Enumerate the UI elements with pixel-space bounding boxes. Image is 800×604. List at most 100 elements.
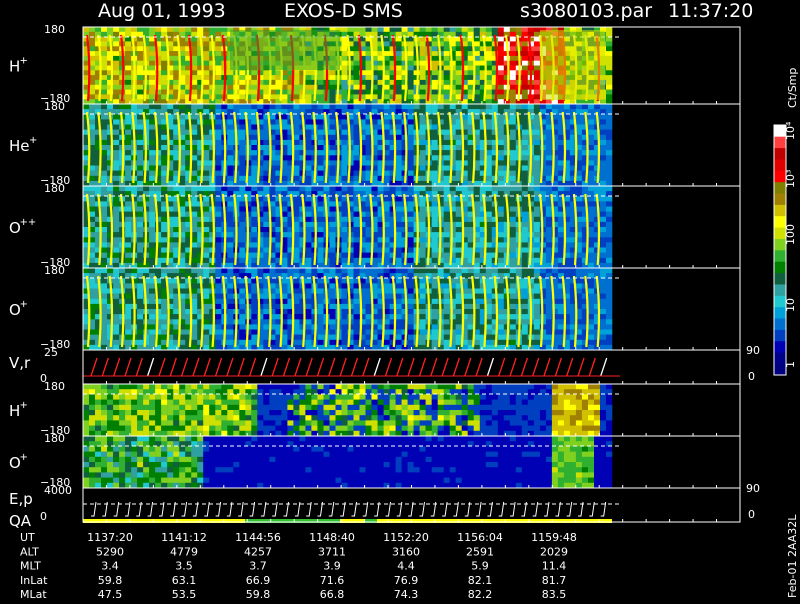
cell: [137, 330, 143, 335]
cell: [173, 145, 179, 150]
cell: [149, 345, 155, 350]
cell: [167, 268, 173, 273]
cell: [113, 51, 119, 56]
cell: [600, 119, 606, 124]
cell: [161, 70, 167, 75]
cell: [113, 119, 119, 124]
cell: [293, 340, 299, 345]
cell: [486, 61, 492, 66]
cell: [227, 130, 233, 135]
cell: [444, 166, 450, 171]
cell: [137, 212, 143, 217]
cell: [161, 309, 167, 314]
cell: [299, 268, 305, 273]
cell: [173, 150, 179, 155]
cell: [432, 227, 438, 232]
cell: [173, 268, 179, 273]
cell: [330, 232, 336, 237]
cell: [317, 150, 323, 155]
cell: [360, 186, 366, 191]
cell: [161, 150, 167, 155]
cell: [203, 90, 209, 95]
cell: [420, 41, 426, 46]
cell: [342, 130, 348, 135]
cell: [456, 227, 462, 232]
cell: [396, 181, 402, 186]
cell: [305, 75, 311, 80]
cell: [215, 70, 221, 75]
cell: [203, 340, 209, 345]
cell: [179, 268, 185, 273]
cell: [281, 278, 287, 283]
cell: [263, 70, 269, 75]
cell: [293, 289, 299, 294]
cell: [293, 150, 299, 155]
cell: [239, 94, 245, 99]
cell: [408, 181, 414, 186]
cell: [534, 171, 540, 176]
cell: [408, 61, 414, 66]
cell: [360, 27, 366, 32]
cell: [546, 166, 552, 171]
cell: [113, 70, 119, 75]
cell: [498, 201, 504, 206]
cell: [305, 201, 311, 206]
cell: [317, 94, 323, 99]
cell: [534, 212, 540, 217]
cell: [534, 166, 540, 171]
cell: [432, 94, 438, 99]
cell: [330, 70, 336, 75]
cell: [474, 27, 480, 32]
cell: [125, 90, 131, 95]
cell: [432, 51, 438, 56]
cell: [317, 207, 323, 212]
cell: [492, 104, 498, 109]
cell: [227, 248, 233, 253]
cell: [101, 160, 107, 165]
cell: [408, 125, 414, 130]
cell: [185, 268, 191, 273]
cell: [432, 212, 438, 217]
cell: [113, 181, 119, 186]
cell: [444, 150, 450, 155]
cell: [305, 114, 311, 119]
cell: [444, 186, 450, 191]
cell: [510, 140, 516, 145]
cell: [456, 85, 462, 90]
cell: [293, 335, 299, 340]
cell: [317, 263, 323, 268]
cell: [534, 51, 540, 56]
cell: [588, 125, 594, 130]
cell: [161, 104, 167, 109]
cell: [317, 104, 323, 109]
cell: [498, 80, 504, 85]
cell: [293, 294, 299, 299]
cell: [420, 171, 426, 176]
cell: [305, 232, 311, 237]
cell: [89, 196, 95, 201]
cell: [474, 201, 480, 206]
cell: [456, 166, 462, 171]
cell: [125, 51, 131, 56]
cell: [239, 314, 245, 319]
cell: [498, 119, 504, 124]
cell: [558, 104, 564, 109]
cell: [546, 227, 552, 232]
cell: [161, 90, 167, 95]
cell: [372, 263, 378, 268]
cell: [408, 85, 414, 90]
cell: [510, 217, 516, 222]
cell: [125, 145, 131, 150]
cell: [203, 171, 209, 176]
cell: [101, 94, 107, 99]
cell: [600, 196, 606, 201]
cell: [384, 46, 390, 51]
cell: [486, 212, 492, 217]
cell: [227, 155, 233, 160]
cell: [456, 66, 462, 71]
cell: [185, 186, 191, 191]
cell: [366, 155, 372, 160]
cell: [522, 217, 528, 222]
cell: [149, 330, 155, 335]
cell: [179, 27, 185, 32]
